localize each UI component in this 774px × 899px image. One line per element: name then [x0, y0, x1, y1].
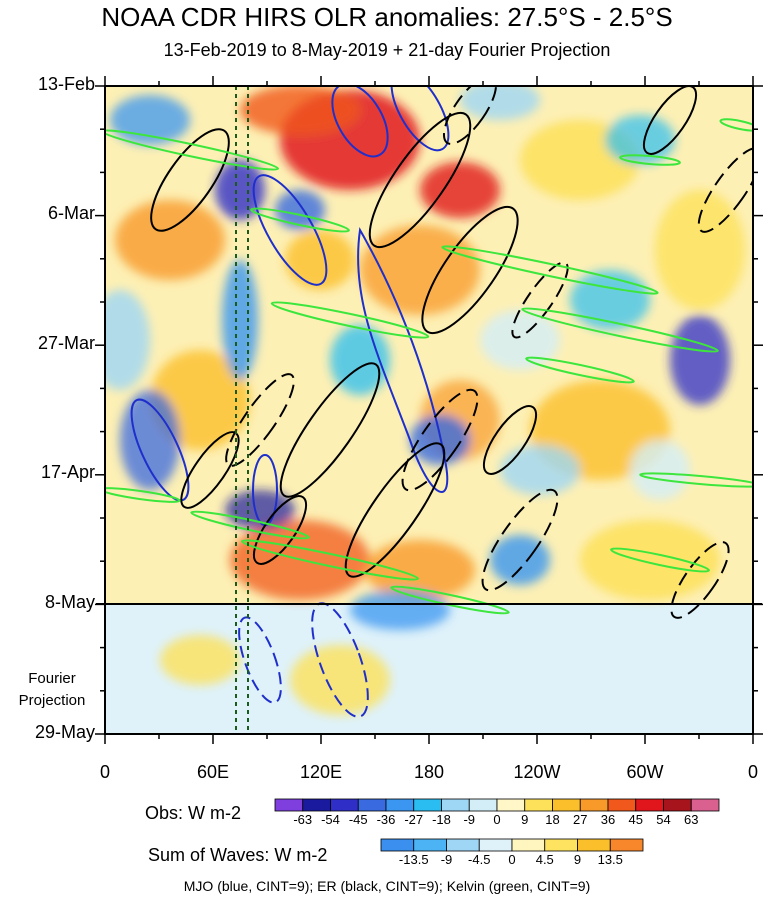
- colorbar-tick-label: 27: [573, 812, 588, 827]
- colorbar-swatch: [511, 838, 546, 852]
- colorbar-swatch: [302, 798, 331, 812]
- colorbar-swatch: [577, 838, 611, 852]
- colorbar-swatch: [635, 798, 664, 812]
- er-contours-negative: [225, 86, 753, 619]
- colorbar-waves: [380, 838, 644, 852]
- colorbar-swatch: [357, 798, 387, 812]
- colorbar-tick-label: -27: [404, 812, 424, 827]
- colorbar-swatch: [468, 798, 498, 812]
- y-tick-label: 29-May: [34, 722, 95, 742]
- colorbar-swatch: [552, 798, 581, 812]
- chart-subtitle: 13-Feb-2019 to 8-May-2019 + 21-day Fouri…: [163, 40, 611, 60]
- colorbar-swatch: [385, 798, 415, 812]
- colorbar-tick-label: 9: [521, 812, 529, 827]
- colorbar-swatch: [663, 798, 692, 812]
- fourier-label-line: Projection: [18, 692, 86, 709]
- axis-ticks: [95, 76, 763, 744]
- colorbar-tick-label: 54: [656, 812, 671, 827]
- chart-title: NOAA CDR HIRS OLR anomalies: 27.5°S - 2.…: [101, 2, 673, 32]
- mjo-contours: [130, 86, 450, 718]
- colorbar-swatch: [579, 798, 609, 812]
- colorbar-swatch: [544, 838, 578, 852]
- colorbar-tick-label: -63: [293, 812, 313, 827]
- colorbar-swatch: [496, 798, 526, 812]
- colorbar-swatch: [274, 798, 304, 812]
- colorbar-tick-label: -36: [376, 812, 396, 827]
- colorbar-tick-label: -54: [321, 812, 340, 827]
- er-contours: [150, 86, 698, 578]
- colorbar-tick-label: -13.5: [398, 852, 429, 867]
- legend-caption: MJO (blue, CINT=9); ER (black, CINT=9); …: [183, 878, 591, 894]
- colorbar-swatch: [609, 838, 644, 852]
- fourier-projection-label: Fourier Projection: [0, 668, 104, 712]
- x-tick-label: 120E: [299, 762, 343, 782]
- colorbar-swatch: [524, 798, 553, 812]
- x-tick-label: 0: [747, 762, 759, 782]
- colorbar-tick-label: 0: [508, 852, 516, 867]
- colorbar-tick-label: -9: [463, 812, 476, 827]
- olr-anomaly-field: [105, 86, 745, 715]
- colorbar-swatch: [607, 798, 637, 812]
- colorbar-swatch: [330, 798, 359, 812]
- x-tick-label: 60E: [196, 762, 230, 782]
- colorbar-tick-label: 63: [684, 812, 699, 827]
- colorbar-swatch: [413, 798, 442, 812]
- colorbar-swatch: [690, 798, 720, 812]
- colorbar-swatch: [446, 838, 480, 852]
- colorbar-tick-label: -4.5: [468, 852, 491, 867]
- colorbar-tick-label: 4.5: [535, 852, 554, 867]
- colorbar-tick-label: 13.5: [597, 852, 623, 867]
- colorbar-swatch: [441, 798, 470, 812]
- colorbar-tick-label: -18: [432, 812, 451, 827]
- colorbar-tick-label: 45: [628, 812, 643, 827]
- y-tick-label: 17-Apr: [40, 462, 95, 482]
- colorbar-waves-title: Sum of Waves: W m-2: [148, 845, 328, 865]
- colorbar-tick-label: -45: [348, 812, 368, 827]
- y-tick-label: 13-Feb: [37, 74, 95, 94]
- colorbar-obs-title: Obs: W m-2: [145, 803, 242, 823]
- plot-area: [105, 86, 753, 734]
- colorbar-tick-label: 9: [573, 852, 582, 867]
- colorbar-swatch: [413, 838, 447, 852]
- y-tick-label: 8-May: [44, 592, 95, 612]
- y-tick-label: 6-Mar: [47, 203, 95, 223]
- x-tick-label: 180: [413, 762, 445, 782]
- colorbar-tick-label: 36: [600, 812, 616, 827]
- fourier-label-line: Fourier: [28, 670, 76, 687]
- colorbar-tick-label: 0: [493, 812, 501, 827]
- x-tick-label: 60W: [626, 762, 664, 782]
- kelvin-contours: [105, 118, 753, 615]
- colorbar-obs: [274, 798, 720, 812]
- x-tick-label: 120W: [513, 762, 561, 782]
- colorbar-tick-label: -9: [440, 852, 453, 867]
- colorbar-tick-label: 18: [545, 812, 560, 827]
- y-tick-label: 27-Mar: [37, 333, 95, 353]
- colorbar-swatch: [380, 838, 415, 852]
- x-tick-label: 0: [99, 762, 111, 782]
- colorbar-swatch: [478, 838, 513, 852]
